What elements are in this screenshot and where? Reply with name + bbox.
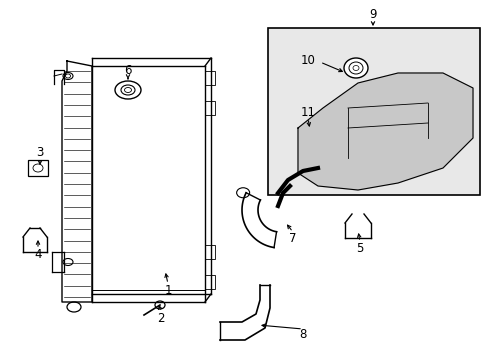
Bar bbox=[204, 245, 215, 259]
Text: 11: 11 bbox=[300, 105, 315, 118]
Text: 10: 10 bbox=[300, 54, 315, 67]
Text: 4: 4 bbox=[34, 248, 41, 261]
Text: 2: 2 bbox=[157, 311, 164, 324]
Text: 8: 8 bbox=[299, 328, 306, 342]
Bar bbox=[204, 71, 215, 85]
Bar bbox=[204, 275, 215, 289]
Text: 9: 9 bbox=[368, 8, 376, 21]
Text: 1: 1 bbox=[164, 284, 171, 297]
Bar bbox=[204, 101, 215, 115]
Text: 5: 5 bbox=[356, 242, 363, 255]
Bar bbox=[267, 28, 479, 195]
Text: 3: 3 bbox=[36, 145, 43, 158]
Text: 7: 7 bbox=[289, 231, 296, 244]
Bar bbox=[28, 160, 48, 176]
Text: 6: 6 bbox=[124, 63, 131, 77]
Polygon shape bbox=[297, 73, 472, 190]
Ellipse shape bbox=[343, 58, 367, 78]
